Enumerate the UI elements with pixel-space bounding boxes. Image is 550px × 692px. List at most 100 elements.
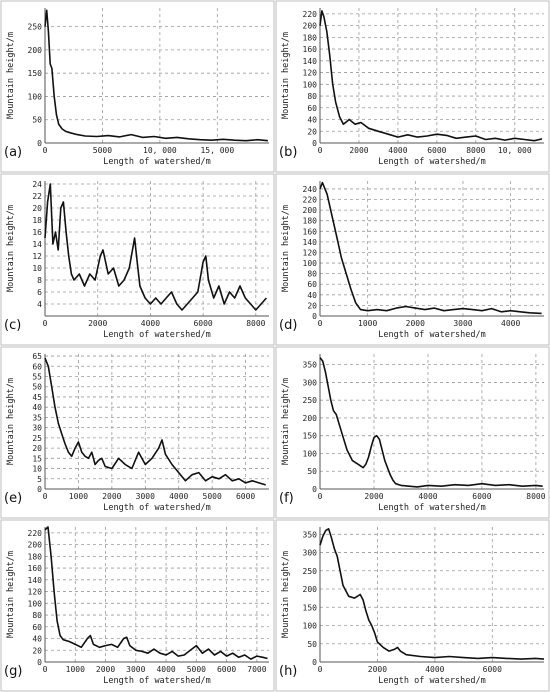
y-tick-label: 40	[32, 403, 42, 412]
y-tick-label: 100	[303, 622, 318, 631]
y-tick-label: 200	[28, 541, 43, 550]
panel-frame-h	[275, 519, 550, 692]
y-tick-label: 8	[37, 276, 42, 285]
x-tick-label: 8000	[526, 492, 545, 501]
y-tick-label: 300	[303, 549, 318, 558]
x-tick-label: 4000	[388, 146, 407, 155]
y-tick-label: 60	[307, 104, 317, 113]
x-axis-title: Length of watershed/m	[378, 676, 485, 686]
x-tick-label: 5000	[203, 492, 222, 501]
y-tick-label: 120	[303, 248, 318, 257]
y-axis-title: Mountain height/m	[281, 32, 291, 119]
series-line-h	[319, 528, 545, 660]
panel-label: (f)	[279, 491, 294, 506]
y-tick-label: 10	[32, 465, 42, 474]
x-tick-label: 3000	[136, 492, 155, 501]
y-tick-label: 200	[303, 585, 318, 594]
x-tick-label: 0	[43, 492, 48, 501]
x-tick-label: 6000	[193, 319, 212, 328]
y-tick-label: 350	[303, 530, 318, 539]
y-tick-label: 12	[32, 252, 42, 261]
y-axis-title: Mountain height/m	[6, 551, 16, 638]
y-tick-label: 200	[303, 206, 318, 215]
y-tick-label: 45	[32, 393, 42, 402]
panel-d: 0 1000 2000 3000 400002040608010012014016018…	[275, 173, 550, 346]
y-tick-label: 0	[312, 139, 317, 148]
y-tick-label: 10	[32, 264, 42, 273]
y-tick-label: 40	[307, 291, 317, 300]
panel-e: 0 1000 2000 3000 4000 5000 6000051015202530354…	[0, 346, 275, 519]
y-tick-label: 0	[312, 312, 317, 321]
y-tick-label: 100	[303, 449, 318, 458]
series-line-d	[319, 181, 542, 315]
x-tick-label: 2000	[364, 492, 383, 501]
y-axis-title: Mountain height/m	[281, 551, 291, 638]
y-tick-label: 80	[307, 270, 317, 279]
x-tick-label: 10, 000	[498, 146, 532, 155]
x-axis-title: Length of watershed/m	[378, 330, 485, 340]
x-tick-label: 7000	[247, 665, 266, 674]
x-tick-label: 5000	[187, 665, 206, 674]
y-tick-label: 240	[303, 185, 318, 194]
y-tick-label: 80	[307, 92, 317, 101]
x-tick-label: 6000	[236, 492, 255, 501]
y-tick-label: 6	[37, 288, 42, 297]
y-tick-label: 250	[28, 23, 43, 32]
y-tick-label: 300	[303, 378, 318, 387]
x-tick-label: 4000	[141, 319, 160, 328]
panel-c: 0 2000 4000 6000 8000 4 6 8 10 12 14 16 18 20 22 24 Leng…	[0, 173, 275, 346]
panel-h: 0 2000 4000 6000 0 50 100 150 200 250 300 350 Length…	[275, 519, 550, 692]
series-line-e	[44, 357, 266, 486]
x-tick-label: 0	[43, 146, 48, 155]
y-tick-label: 160	[303, 227, 318, 236]
y-tick-label: 150	[303, 603, 318, 612]
panel-label: (e)	[4, 491, 22, 506]
x-tick-label: 2000	[368, 665, 387, 674]
y-axis-title: Mountain height/m	[6, 378, 16, 465]
y-tick-label: 35	[32, 413, 42, 422]
y-tick-label: 250	[303, 396, 318, 405]
x-tick-label: 6000	[472, 492, 491, 501]
panel-frame-d	[275, 173, 550, 346]
x-tick-label: 0	[43, 319, 48, 328]
panel-label: (g)	[4, 664, 22, 679]
x-axis-title: Length of watershed/m	[378, 157, 485, 167]
panel-frame-e	[0, 346, 275, 519]
panel-frame-b	[275, 0, 550, 173]
y-axis-title: Mountain height/m	[6, 205, 16, 292]
x-tick-label: 0	[318, 146, 323, 155]
y-tick-label: 60	[32, 623, 42, 632]
y-tick-label: 100	[303, 80, 318, 89]
y-tick-label: 24	[32, 180, 42, 189]
y-tick-label: 50	[32, 116, 42, 125]
panel-g: 0 1000 2000 3000 4000 5000 6000 7000 0 20 40 60 80 10…	[0, 519, 275, 692]
y-tick-label: 120	[303, 69, 318, 78]
x-tick-label: 4000	[501, 319, 520, 328]
y-tick-label: 140	[303, 57, 318, 66]
x-tick-label: 3000	[453, 319, 472, 328]
panel-frame-f	[275, 346, 550, 519]
x-tick-label: 6000	[483, 665, 502, 674]
series-line-b	[319, 10, 543, 142]
x-tick-label: 0	[43, 665, 48, 674]
panel-a: 0 5000 10, 000 15, 000 0 50 100 150 200 250 Length…	[0, 0, 275, 173]
y-tick-label: 60	[32, 362, 42, 371]
y-tick-label: 65	[32, 352, 42, 361]
y-tick-label: 18	[32, 216, 42, 225]
panel-frame-g	[0, 519, 275, 692]
x-tick-label: 0	[318, 665, 323, 674]
y-tick-label: 220	[28, 529, 43, 538]
y-tick-label: 16	[32, 228, 42, 237]
x-tick-label: 15, 000	[200, 146, 234, 155]
y-tick-label: 20	[307, 301, 317, 310]
x-tick-label: 1000	[66, 665, 85, 674]
y-tick-label: 220	[303, 196, 318, 205]
y-tick-label: 0	[312, 485, 317, 494]
y-tick-label: 0	[312, 658, 317, 667]
x-tick-label: 10, 000	[143, 146, 177, 155]
x-tick-label: 2000	[102, 492, 121, 501]
y-axis-title: Mountain height/m	[281, 205, 291, 292]
y-tick-label: 15	[32, 454, 42, 463]
y-axis-title: Mountain height/m	[6, 32, 16, 119]
